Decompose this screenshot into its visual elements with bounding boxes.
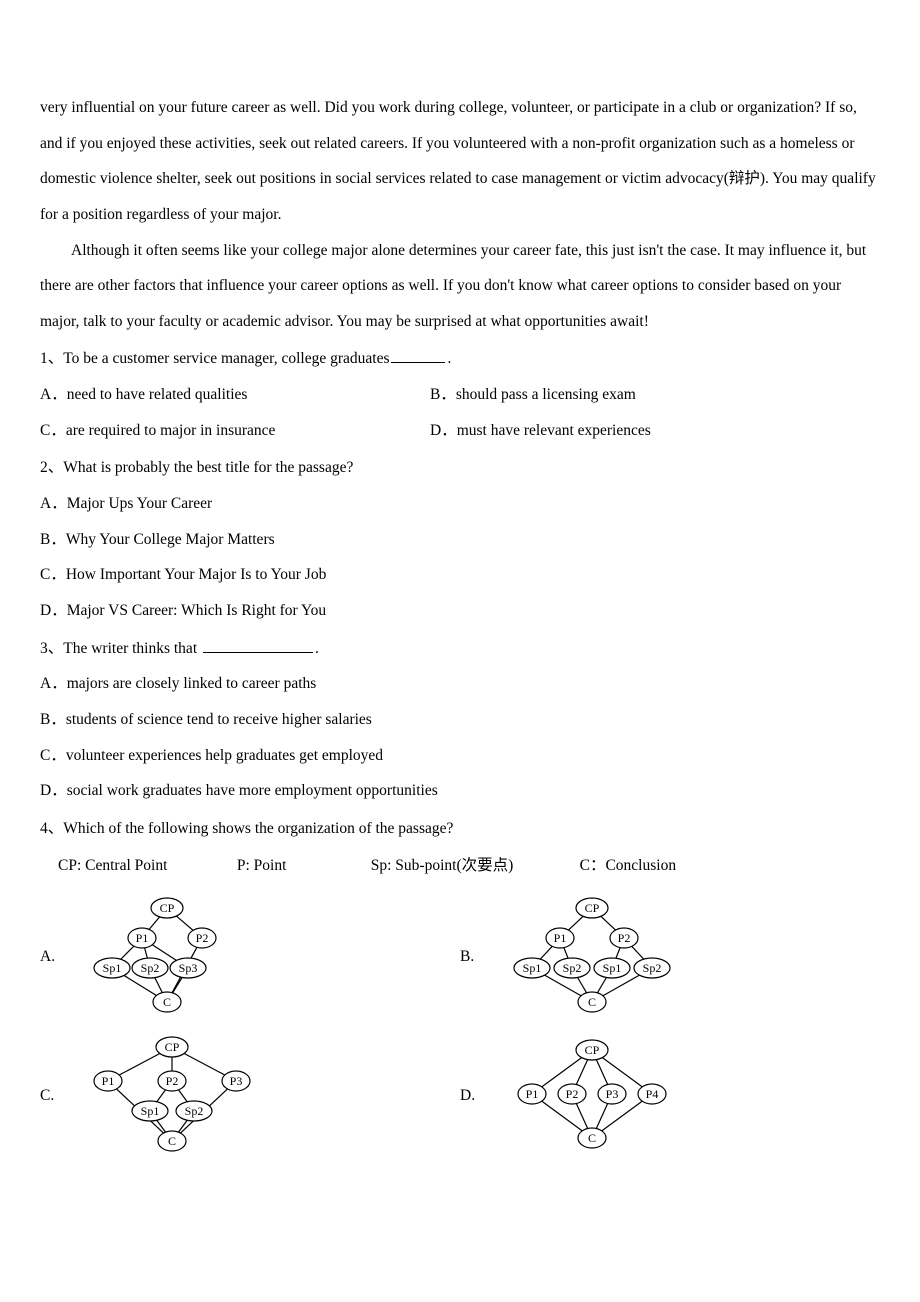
svg-text:Sp2: Sp2 xyxy=(185,1104,204,1118)
q3-option-a: A．majors are closely linked to career pa… xyxy=(40,666,880,702)
passage-para-2: Although it often seems like your colleg… xyxy=(40,233,880,340)
q3-option-c: C．volunteer experiences help graduates g… xyxy=(40,738,880,774)
svg-text:P2: P2 xyxy=(566,1086,579,1100)
q4-option-b-label: B. xyxy=(460,939,492,975)
q4-legend-p: P: Point xyxy=(237,848,367,884)
diagram-d: CP P1 P2 P3 P4 C xyxy=(492,1036,692,1156)
q4-legend-sp: Sp: Sub-point(次要点) xyxy=(371,848,576,884)
svg-text:Sp2: Sp2 xyxy=(563,961,582,975)
q4-legend: CP: Central Point P: Point Sp: Sub-point… xyxy=(40,848,880,884)
svg-text:C: C xyxy=(163,995,171,1009)
diagram-c: CP P1 P2 P3 Sp1 Sp2 C xyxy=(72,1033,272,1158)
q1-blank xyxy=(391,348,445,364)
svg-text:CP: CP xyxy=(585,901,600,915)
q1-option-c: C．are required to major in insurance xyxy=(40,413,430,449)
q1-stem-pre: 1、To be a customer service manager, coll… xyxy=(40,350,389,367)
q3-stem: 3、The writer thinks that . xyxy=(40,631,880,667)
svg-text:Sp2: Sp2 xyxy=(141,961,160,975)
q1-option-b: B．should pass a licensing exam xyxy=(430,377,880,413)
svg-text:P2: P2 xyxy=(618,931,631,945)
q1-option-a: A．need to have related qualities xyxy=(40,377,430,413)
svg-text:P1: P1 xyxy=(526,1086,539,1100)
q4-option-b-cell: B. CP P1 P2 Sp1 Sp2 Sp1 Sp2 C xyxy=(460,894,880,1019)
svg-text:P1: P1 xyxy=(554,931,567,945)
q4-stem: 4、Which of the following shows the organ… xyxy=(40,811,880,847)
svg-text:C: C xyxy=(588,1130,596,1144)
q4-option-d-cell: D. CP P1 P2 P3 P4 C xyxy=(460,1033,880,1158)
q4-option-d-label: D. xyxy=(460,1078,492,1114)
q2-option-c: C．How Important Your Major Is to Your Jo… xyxy=(40,557,880,593)
q2-option-b: B．Why Your College Major Matters xyxy=(40,522,880,558)
q4-legend-c: C：Conclusion xyxy=(580,848,676,884)
q1-options-row1: A．need to have related qualities B．shoul… xyxy=(40,377,880,413)
q4-diagrams: A. CP P1 P2 Sp1 Sp2 Sp3 C B. CP P1 P2 Sp1 Sp2 Sp1 Sp… xyxy=(40,894,880,1172)
q3-options: A．majors are closely linked to career pa… xyxy=(40,666,880,809)
svg-text:P4: P4 xyxy=(646,1086,659,1100)
svg-text:Sp1: Sp1 xyxy=(103,961,122,975)
svg-text:CP: CP xyxy=(160,901,175,915)
svg-text:P2: P2 xyxy=(196,931,209,945)
diagram-b: CP P1 P2 Sp1 Sp2 Sp1 Sp2 C xyxy=(492,894,692,1019)
svg-text:CP: CP xyxy=(585,1042,600,1056)
svg-text:P3: P3 xyxy=(230,1074,243,1088)
q4-option-c-label: C. xyxy=(40,1078,72,1114)
passage-para-1: very influential on your future career a… xyxy=(40,90,880,233)
svg-text:P1: P1 xyxy=(102,1074,115,1088)
q4-option-a-cell: A. CP P1 P2 Sp1 Sp2 Sp3 C xyxy=(40,894,460,1019)
svg-text:Sp1: Sp1 xyxy=(603,961,622,975)
svg-text:Sp1: Sp1 xyxy=(523,961,542,975)
q2-option-a: A．Major Ups Your Career xyxy=(40,486,880,522)
q3-option-b: B．students of science tend to receive hi… xyxy=(40,702,880,738)
q1-stem-post: . xyxy=(447,350,451,367)
questions-block: 1、To be a customer service manager, coll… xyxy=(40,341,880,1172)
svg-text:Sp3: Sp3 xyxy=(179,961,198,975)
passage-block: very influential on your future career a… xyxy=(40,90,880,339)
q3-stem-post: . xyxy=(315,640,319,657)
q1-stem: 1、To be a customer service manager, coll… xyxy=(40,341,880,377)
q4-legend-cp: CP: Central Point xyxy=(58,848,233,884)
svg-text:CP: CP xyxy=(165,1040,180,1054)
q4-option-c-cell: C. CP P1 P2 P3 Sp1 Sp2 C xyxy=(40,1033,460,1158)
svg-text:P2: P2 xyxy=(166,1074,179,1088)
svg-text:P1: P1 xyxy=(136,931,149,945)
svg-text:Sp1: Sp1 xyxy=(141,1104,160,1118)
svg-text:P3: P3 xyxy=(606,1086,619,1100)
svg-text:Sp2: Sp2 xyxy=(643,961,662,975)
q4-option-a-label: A. xyxy=(40,939,72,975)
q1-option-d: D．must have relevant experiences xyxy=(430,413,880,449)
svg-text:C: C xyxy=(168,1134,176,1148)
q2-stem: 2、What is probably the best title for th… xyxy=(40,450,880,486)
diagram-a: CP P1 P2 Sp1 Sp2 Sp3 C xyxy=(72,894,272,1019)
q2-option-d: D．Major VS Career: Which Is Right for Yo… xyxy=(40,593,880,629)
q3-stem-pre: 3、The writer thinks that xyxy=(40,640,201,657)
q1-options-row2: C．are required to major in insurance D．m… xyxy=(40,413,880,449)
svg-text:C: C xyxy=(588,995,596,1009)
q2-options: A．Major Ups Your Career B．Why Your Colle… xyxy=(40,486,880,629)
q3-blank xyxy=(203,637,313,653)
q3-option-d: D．social work graduates have more employ… xyxy=(40,773,880,809)
